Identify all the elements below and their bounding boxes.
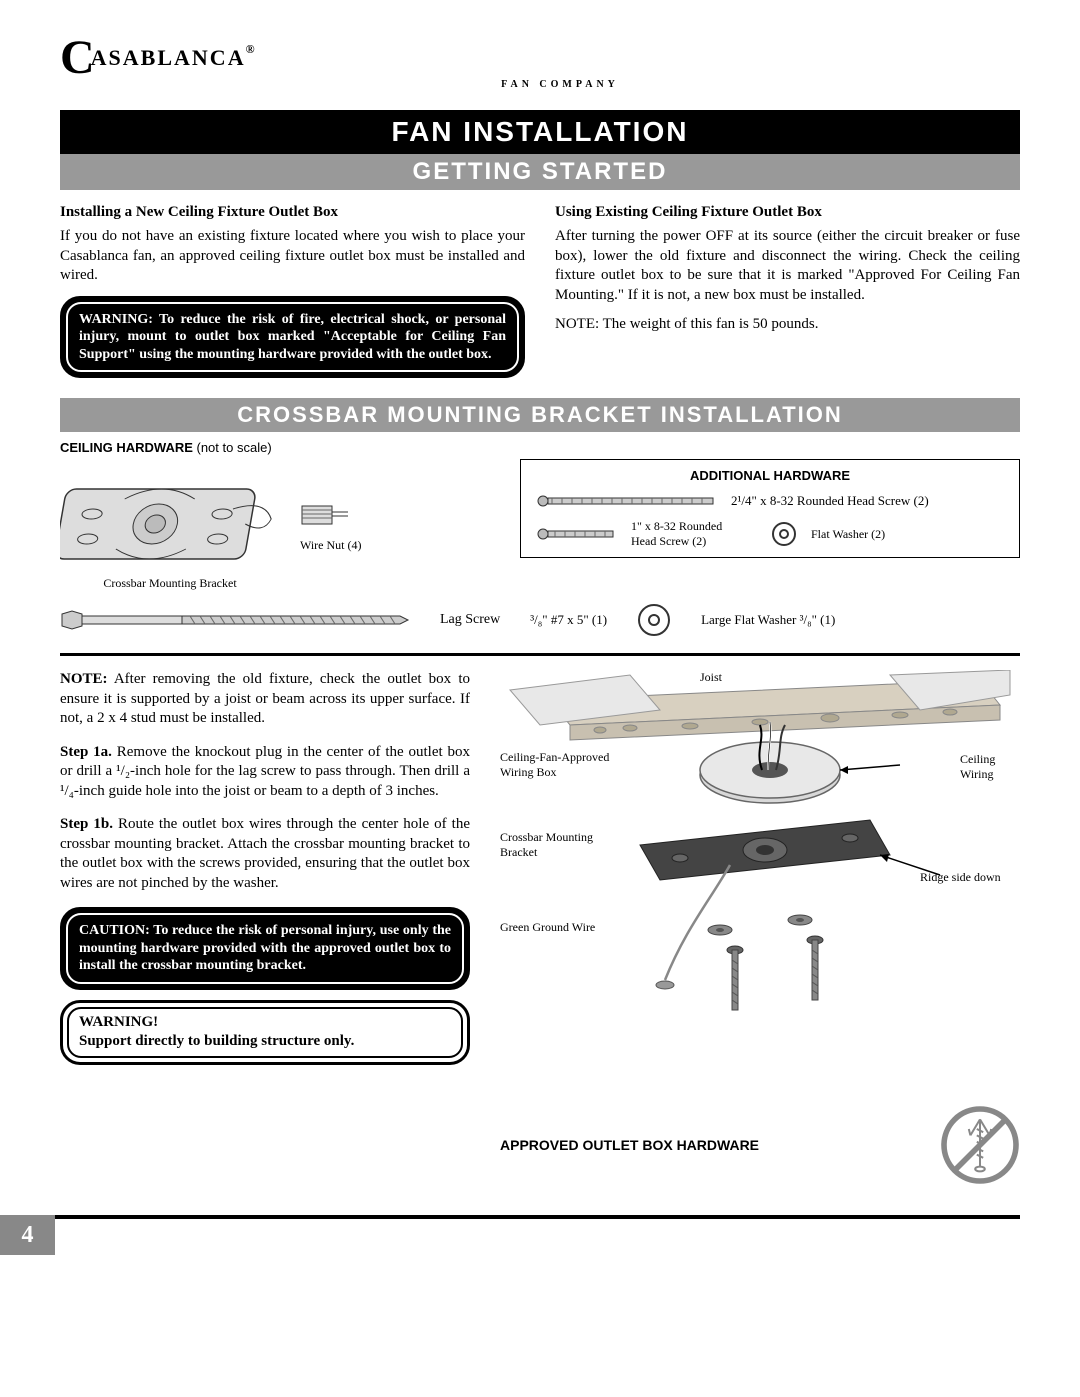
- logo-block: Casablanca® FAN COMPANY: [60, 30, 1020, 90]
- page: Casablanca® FAN COMPANY FAN INSTALLATION…: [0, 0, 1080, 1275]
- logo-text: Casablanca®: [60, 30, 257, 85]
- wirenut-icon: [300, 498, 350, 533]
- wirenut-label: Wire Nut (4): [300, 538, 362, 553]
- additional-hw-label: ADDITIONAL HARDWARE: [537, 468, 1003, 483]
- page-number-bar: 4: [0, 1215, 1020, 1255]
- instr-step1b: Step 1b. Route the outlet box wires thro…: [60, 815, 470, 893]
- lag-row: Lag Screw ³/₈" #7 x 5" (1) Large Flat Wa…: [60, 591, 1020, 653]
- warning-box-2: WARNING! Support directly to building st…: [60, 1000, 470, 1065]
- no-toggle-bolt-icon: [940, 1105, 1020, 1185]
- right-body: After turning the power OFF at its sourc…: [555, 227, 1020, 305]
- hw-screw-long: 2¹/4" x 8-32 Rounded Head Screw (2): [537, 493, 1003, 509]
- hardware-section: CEILING HARDWARE (not to scale): [60, 432, 1020, 656]
- instructions-section: NOTE: After removing the old fixture, ch…: [60, 656, 1020, 1185]
- bracket-illustration: Crossbar Mounting Bracket: [60, 459, 280, 591]
- hw-screw-short: 1" x 8-32 Rounded Head Screw (2): [537, 519, 741, 549]
- approved-label: APPROVED OUTLET BOX HARDWARE: [500, 1137, 910, 1153]
- page-number-rule: [55, 1215, 1020, 1255]
- wirenut-block: Wire Nut (4): [300, 498, 362, 553]
- warning2-title: WARNING!: [79, 1013, 451, 1033]
- left-heading: Installing a New Ceiling Fixture Outlet …: [60, 204, 525, 221]
- caution-box: CAUTION: To reduce the risk of personal …: [60, 907, 470, 990]
- instr-step1a: Step 1a. Remove the knockout plug in the…: [60, 743, 470, 802]
- lag-screw-icon: [60, 610, 410, 630]
- instr-note: NOTE: After removing the old fixture, ch…: [60, 670, 470, 729]
- hw-washer: Flat Washer (2): [771, 521, 885, 547]
- label-ceiling-wiring: Ceiling Wiring: [960, 752, 1020, 782]
- additional-hw-box: ADDITIONAL HARDWARE: [520, 459, 1020, 558]
- banner-crossbar: CROSSBAR MOUNTING BRACKET INSTALLATION: [60, 398, 1020, 432]
- large-washer-label: Large Flat Washer ³/₈" (1): [701, 612, 835, 628]
- washer-icon: [771, 521, 797, 547]
- long-screw-icon: [537, 495, 717, 507]
- warning2-body: Support directly to building structure o…: [79, 1032, 451, 1052]
- lag-label: Lag Screw: [440, 612, 500, 628]
- lag-spec: ³/₈" #7 x 5" (1): [530, 612, 607, 628]
- hardware-row: Crossbar Mounting Bracket Wire Nut (4) A: [60, 459, 1020, 591]
- logo-reg: ®: [246, 42, 257, 56]
- scale-note: (not to scale): [193, 440, 272, 455]
- screw1-label: 2¹/4" x 8-32 Rounded Head Screw (2): [731, 493, 1003, 509]
- page-number: 4: [0, 1215, 55, 1255]
- right-heading: Using Existing Ceiling Fixture Outlet Bo…: [555, 204, 1020, 221]
- ceiling-hw-block: Crossbar Mounting Bracket Wire Nut (4): [60, 459, 500, 591]
- right-note: NOTE: The weight of this fan is 50 pound…: [555, 315, 1020, 335]
- label-ridge: Ridge side down: [920, 870, 1020, 885]
- banner-main: FAN INSTALLATION: [60, 110, 1020, 154]
- two-column-section: Installing a New Ceiling Fixture Outlet …: [60, 190, 1020, 398]
- left-column: Installing a New Ceiling Fixture Outlet …: [60, 204, 525, 378]
- left-body: If you do not have an existing fixture l…: [60, 227, 525, 286]
- instructions-left: NOTE: After removing the old fixture, ch…: [60, 670, 470, 1185]
- label-ground: Green Ground Wire: [500, 920, 595, 935]
- right-column: Using Existing Ceiling Fixture Outlet Bo…: [555, 204, 1020, 378]
- bottom-row: APPROVED OUTLET BOX HARDWARE: [500, 1105, 1020, 1185]
- ceiling-hw-text: CEILING HARDWARE: [60, 440, 193, 455]
- warning-box-1: WARNING: To reduce the risk of fire, ele…: [60, 296, 525, 379]
- short-screw-icon: [537, 528, 617, 540]
- label-bracket: Crossbar Mounting Bracket: [500, 830, 620, 860]
- washer-label: Flat Washer (2): [811, 527, 885, 542]
- screw2-label: 1" x 8-32 Rounded Head Screw (2): [631, 519, 741, 549]
- label-wiring-box: Ceiling-Fan-Approved Wiring Box: [500, 750, 630, 780]
- instructions-right: Joist Ceiling-Fan-Approved Wiring Box Ce…: [500, 670, 1020, 1185]
- label-joist: Joist: [700, 670, 722, 685]
- ceiling-hw-label: CEILING HARDWARE (not to scale): [60, 440, 1020, 455]
- large-washer-icon: [637, 603, 671, 637]
- banner-sub: GETTING STARTED: [60, 154, 1020, 190]
